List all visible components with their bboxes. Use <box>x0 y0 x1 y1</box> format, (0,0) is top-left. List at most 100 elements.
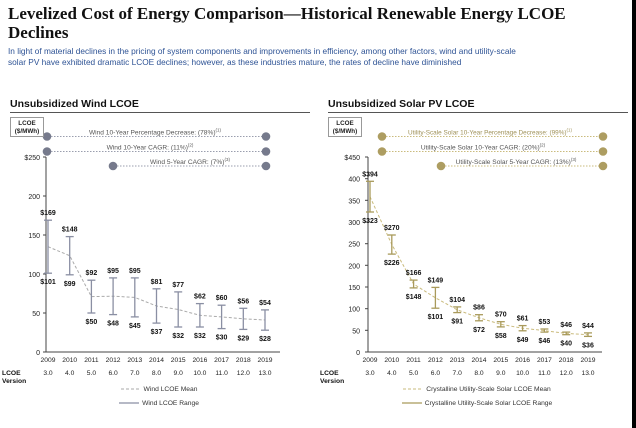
svg-text:$54: $54 <box>259 300 271 307</box>
svg-text:11.0: 11.0 <box>215 370 228 377</box>
svg-text:2012: 2012 <box>428 357 443 364</box>
svg-text:13.0: 13.0 <box>581 370 594 377</box>
svg-text:2017: 2017 <box>537 357 552 364</box>
svg-text:50: 50 <box>352 328 360 335</box>
svg-text:$44: $44 <box>582 323 594 330</box>
svg-text:$104: $104 <box>449 297 465 304</box>
svg-text:$58: $58 <box>495 333 507 340</box>
svg-text:2013: 2013 <box>127 357 142 364</box>
svg-text:$60: $60 <box>216 295 228 302</box>
svg-text:2014: 2014 <box>472 357 487 364</box>
svg-text:7.0: 7.0 <box>130 370 140 377</box>
svg-text:$86: $86 <box>473 305 485 312</box>
svg-text:$53: $53 <box>539 319 551 326</box>
svg-text:$166: $166 <box>406 270 422 277</box>
svg-text:Utility-Scale Solar 5-Year CAG: Utility-Scale Solar 5-Year CAGR: (13%)(3… <box>456 157 577 166</box>
svg-text:$250: $250 <box>24 155 40 162</box>
svg-text:100: 100 <box>28 272 40 279</box>
svg-text:5.0: 5.0 <box>87 370 97 377</box>
svg-text:$36: $36 <box>582 342 594 349</box>
svg-text:$92: $92 <box>86 270 98 277</box>
svg-text:$45: $45 <box>129 323 141 330</box>
svg-text:4.0: 4.0 <box>65 370 75 377</box>
svg-text:$32: $32 <box>172 333 184 340</box>
svg-text:$394: $394 <box>362 171 378 178</box>
svg-text:13.0: 13.0 <box>258 370 271 377</box>
svg-text:0: 0 <box>36 350 40 357</box>
svg-text:150: 150 <box>28 233 40 240</box>
svg-text:250: 250 <box>348 242 360 249</box>
svg-text:$149: $149 <box>428 277 444 284</box>
svg-text:$72: $72 <box>473 327 485 334</box>
svg-text:$28: $28 <box>259 336 271 343</box>
svg-text:2010: 2010 <box>384 357 399 364</box>
svg-text:Wind 10-Year CAGR: (11%)(2): Wind 10-Year CAGR: (11%)(2) <box>107 143 194 152</box>
svg-text:6.0: 6.0 <box>431 370 441 377</box>
svg-text:2016: 2016 <box>192 357 207 364</box>
svg-text:50: 50 <box>32 311 40 318</box>
svg-text:$101: $101 <box>40 279 56 286</box>
svg-text:Wind 10-Year Percentage Decrea: Wind 10-Year Percentage Decrease: (78%)(… <box>89 128 222 137</box>
svg-text:5.0: 5.0 <box>409 370 419 377</box>
svg-text:2019: 2019 <box>581 357 596 364</box>
svg-text:$270: $270 <box>384 225 400 232</box>
svg-text:0: 0 <box>356 350 360 357</box>
svg-text:11.0: 11.0 <box>538 370 551 377</box>
svg-text:10.0: 10.0 <box>193 370 206 377</box>
svg-text:200: 200 <box>28 194 40 201</box>
svg-text:$32: $32 <box>194 333 206 340</box>
svg-text:$226: $226 <box>384 260 400 267</box>
svg-text:2011: 2011 <box>406 357 421 364</box>
svg-text:$77: $77 <box>172 282 184 289</box>
svg-text:300: 300 <box>348 220 360 227</box>
svg-text:2012: 2012 <box>106 357 121 364</box>
svg-text:$48: $48 <box>107 321 119 328</box>
svg-text:$56: $56 <box>237 298 249 305</box>
svg-text:$101: $101 <box>428 314 444 321</box>
svg-text:$169: $169 <box>40 210 56 217</box>
svg-text:2011: 2011 <box>84 357 99 364</box>
svg-text:2017: 2017 <box>214 357 229 364</box>
svg-text:$40: $40 <box>560 341 572 348</box>
svg-text:6.0: 6.0 <box>108 370 118 377</box>
svg-text:12.0: 12.0 <box>237 370 250 377</box>
svg-text:2010: 2010 <box>62 357 77 364</box>
svg-text:$37: $37 <box>151 329 163 336</box>
svg-text:8.0: 8.0 <box>152 370 162 377</box>
svg-text:2019: 2019 <box>258 357 273 364</box>
svg-text:$450: $450 <box>344 155 360 162</box>
svg-text:$30: $30 <box>216 335 228 342</box>
svg-text:4.0: 4.0 <box>387 370 397 377</box>
svg-text:9.0: 9.0 <box>174 370 184 377</box>
svg-text:2018: 2018 <box>559 357 574 364</box>
svg-text:2015: 2015 <box>493 357 508 364</box>
svg-text:$50: $50 <box>86 319 98 326</box>
svg-text:$148: $148 <box>62 227 78 234</box>
svg-text:$46: $46 <box>539 338 551 345</box>
svg-text:Wind 5-Year CAGR: (7%)(3): Wind 5-Year CAGR: (7%)(3) <box>150 157 231 166</box>
svg-text:200: 200 <box>348 263 360 270</box>
svg-text:2014: 2014 <box>149 357 164 364</box>
svg-text:Utility-Scale Solar 10-Year CA: Utility-Scale Solar 10-Year CAGR: (20%)(… <box>421 143 546 152</box>
svg-text:$70: $70 <box>495 312 507 319</box>
svg-text:$81: $81 <box>151 279 163 286</box>
svg-text:2015: 2015 <box>171 357 186 364</box>
svg-text:$46: $46 <box>560 322 572 329</box>
svg-text:Utility-Scale Solar 10-Year Pe: Utility-Scale Solar 10-Year Percentage D… <box>408 128 573 137</box>
svg-text:7.0: 7.0 <box>453 370 463 377</box>
svg-text:$148: $148 <box>406 294 422 301</box>
svg-text:$29: $29 <box>237 335 249 342</box>
svg-text:8.0: 8.0 <box>474 370 484 377</box>
svg-text:$49: $49 <box>517 337 529 344</box>
svg-text:2016: 2016 <box>515 357 530 364</box>
svg-text:350: 350 <box>348 198 360 205</box>
svg-text:$91: $91 <box>451 319 463 326</box>
svg-text:$323: $323 <box>362 218 378 225</box>
svg-text:$99: $99 <box>64 281 76 288</box>
svg-text:10.0: 10.0 <box>516 370 529 377</box>
svg-text:2013: 2013 <box>450 357 465 364</box>
svg-text:2009: 2009 <box>363 357 378 364</box>
svg-text:12.0: 12.0 <box>560 370 573 377</box>
svg-text:$95: $95 <box>129 268 141 275</box>
svg-text:150: 150 <box>348 285 360 292</box>
